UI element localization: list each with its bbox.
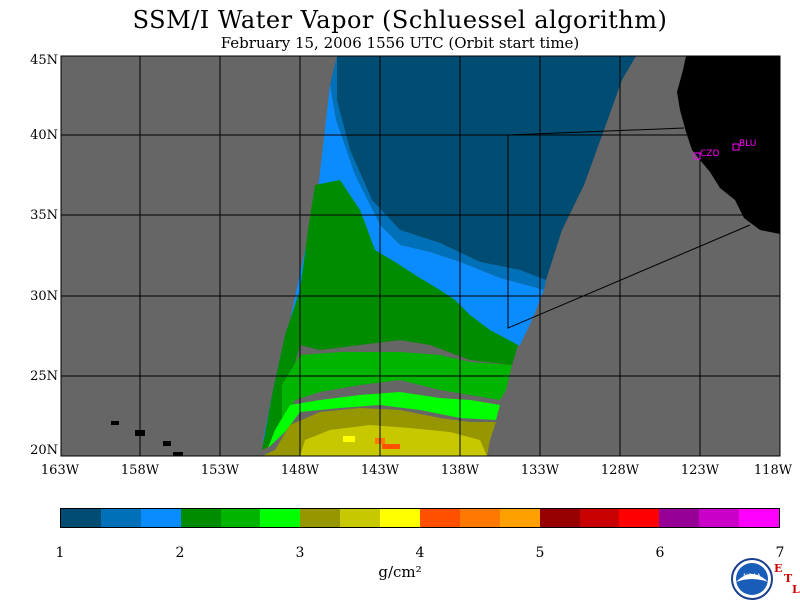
colorbar-segment: [100, 509, 141, 527]
chart-title: SSM/I Water Vapor (Schluessel algorithm): [132, 6, 668, 34]
colorbar-segment: [260, 509, 301, 527]
colorbar-unit-label: g/cm²: [378, 563, 422, 581]
lat-label-25n: 25N: [30, 369, 58, 384]
colorbar-segment: [579, 509, 620, 527]
lon-label-123w: 123W: [680, 463, 720, 478]
satellite-swath: [262, 56, 636, 456]
colorbar-segment: [539, 509, 580, 527]
lat-label-30n: 30N: [30, 289, 58, 304]
station-blu-marker: [732, 143, 740, 151]
colorbar-segment: [619, 509, 660, 527]
colorbar-segment: [699, 509, 740, 527]
station-blu-label: BLU: [739, 139, 756, 149]
lat-label-35n: 35N: [30, 208, 58, 223]
colorbar-segment: [220, 509, 261, 527]
colorbar-segment: [300, 509, 341, 527]
swath-spot-yellow: [343, 436, 355, 442]
swath-band-green-bright: [282, 352, 512, 430]
colorbar-segment: [180, 509, 221, 527]
colorbar-segment: [140, 509, 181, 527]
colorbar-segment: [380, 509, 421, 527]
noaa-logo-text: NOAA: [743, 573, 761, 580]
colorbar-segment: [499, 509, 540, 527]
colorbar-segment: [61, 509, 101, 527]
transect-lines: [507, 127, 751, 329]
lon-label-148w: 148W: [280, 463, 320, 478]
lon-label-128w: 128W: [600, 463, 640, 478]
colorbar-tick-4: 4: [415, 545, 425, 561]
swath-band-mid-blue: [330, 56, 546, 290]
swath-band-green-lime: [268, 392, 500, 448]
swath-band-yellow-olive: [300, 425, 487, 456]
lat-label-20n: 20N: [30, 443, 58, 458]
colorbar-tick-5: 5: [535, 545, 545, 561]
colorbar-tick-7: 7: [775, 545, 785, 561]
etl-letter-l: L: [792, 583, 800, 596]
lon-label-163w: 163W: [40, 463, 80, 478]
noaa-logo: NOAA: [731, 558, 773, 600]
lat-label-45n: 45N: [30, 53, 58, 68]
colorbar: [60, 508, 780, 528]
colorbar-tick-1: 1: [55, 545, 65, 561]
map-frame: [60, 55, 781, 457]
etl-letter-e: E: [774, 562, 783, 575]
swath-spot-red: [382, 444, 400, 449]
colorbar-segment: [459, 509, 500, 527]
station-czd-marker: [693, 152, 701, 160]
colorbar-segment: [739, 509, 780, 527]
colorbar-tick-3: 3: [295, 545, 305, 561]
lon-label-133w: 133W: [520, 463, 560, 478]
chart-subtitle: February 15, 2006 1556 UTC (Orbit start …: [220, 34, 580, 52]
etl-letter-t: T: [784, 572, 793, 585]
colorbar-segment: [420, 509, 460, 527]
colorbar-segment: [340, 509, 381, 527]
colorbar-tick-6: 6: [655, 545, 665, 561]
swath-band-green-dark: [262, 180, 518, 450]
station-czd-label: CZD: [700, 149, 719, 159]
lon-label-118w: 118W: [753, 463, 793, 478]
lon-label-138w: 138W: [440, 463, 480, 478]
colorbar-segment: [659, 509, 700, 527]
lon-label-143w: 143W: [360, 463, 400, 478]
grid-lines: [61, 56, 780, 456]
land-west-coast: [677, 56, 780, 234]
swath-band-dark-blue: [337, 56, 636, 280]
lat-label-40n: 40N: [30, 128, 58, 143]
swath-band-light-blue: [262, 85, 544, 445]
lon-label-153w: 153W: [200, 463, 240, 478]
colorbar-tick-2: 2: [175, 545, 185, 561]
lon-label-158w: 158W: [120, 463, 160, 478]
